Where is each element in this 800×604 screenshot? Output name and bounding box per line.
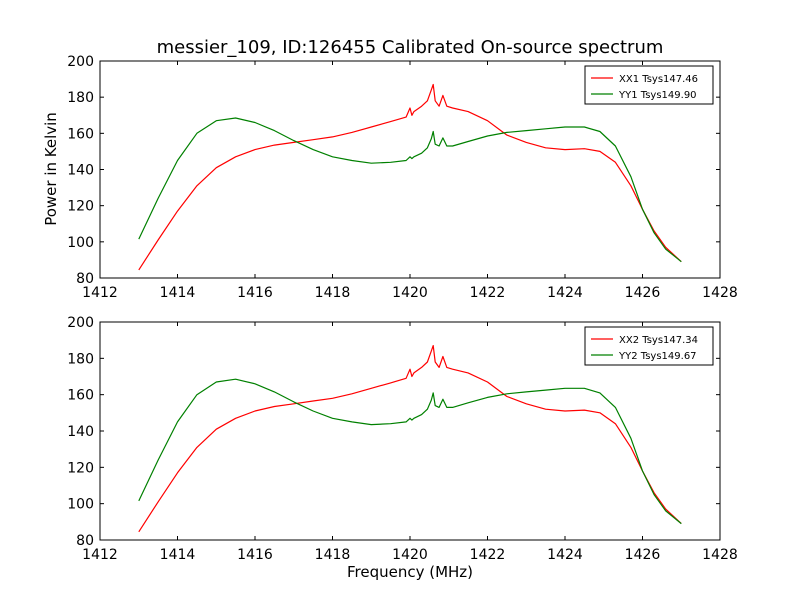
x-tick-label: 1422	[470, 547, 506, 563]
x-tick-label: 1422	[470, 285, 506, 301]
legend: XX1 Tsys147.46 YY1 Tsys149.90	[584, 65, 714, 105]
x-tick-label: 1426	[625, 547, 661, 563]
x-tick-label: 1428	[702, 285, 738, 301]
y-tick-label: 120	[67, 460, 94, 476]
x-tick-label: 1424	[547, 547, 583, 563]
series-line-1	[138, 345, 682, 533]
x-tick-label: 1412	[82, 547, 118, 563]
legend: XX2 Tsys147.34 YY2 Tsys149.67	[584, 326, 714, 366]
y-tick-label: 80	[76, 533, 94, 549]
x-tick-label: 1420	[392, 547, 428, 563]
x-tick-label: 1418	[315, 285, 351, 301]
chart-title: messier_109, ID:126455 Calibrated On-sou…	[157, 37, 664, 58]
y-tick-label: 140	[67, 424, 94, 440]
y-tick-label: 100	[67, 235, 94, 251]
legend-label-1: XX2 Tsys147.34	[619, 335, 698, 346]
x-tick-label: 1416	[237, 285, 273, 301]
legend-label-2: YY2 Tsys149.67	[618, 351, 697, 362]
series-line-2	[138, 378, 682, 525]
series-line-1	[138, 83, 682, 271]
plot-panel-1: 1412 1414 1416 1418 1420 1422 1424 1426 1428 80 10…	[67, 54, 738, 301]
y-tick-label: 160	[67, 388, 94, 404]
legend-box	[584, 326, 714, 366]
x-tick-label: 1414	[160, 285, 196, 301]
y-tick-label: 160	[67, 126, 94, 142]
x-axis-label: Frequency (MHz)	[347, 563, 473, 581]
legend-box	[584, 65, 714, 105]
x-tick-label: 1426	[625, 285, 661, 301]
y-tick-label: 140	[67, 163, 94, 179]
y-tick-label: 180	[67, 351, 94, 367]
x-tick-label: 1420	[392, 285, 428, 301]
legend-label-1: XX1 Tsys147.46	[619, 74, 698, 85]
y-tick-label: 120	[67, 199, 94, 215]
x-tick-label: 1424	[547, 285, 583, 301]
plot-panel-2: 1412 1414 1416 1418 1420 1422 1424 1426 1428 80 10…	[67, 315, 738, 563]
plot-panels: 1412 1414 1416 1418 1420 1422 1424 1426 1428 80 10…	[67, 54, 738, 563]
series-line-2	[138, 117, 682, 263]
x-tick-label: 1416	[237, 547, 273, 563]
y-tick-label: 100	[67, 497, 94, 513]
x-tick-label: 1414	[160, 547, 196, 563]
y-tick-label: 200	[67, 54, 94, 70]
y-tick-label: 200	[67, 315, 94, 331]
x-tick-label: 1412	[82, 285, 118, 301]
legend-label-2: YY1 Tsys149.90	[618, 90, 697, 101]
x-tick-label: 1418	[315, 547, 351, 563]
x-tick-label: 1428	[702, 547, 738, 563]
y-axis-label: Power in Kelvin	[42, 112, 60, 226]
y-tick-label: 180	[67, 90, 94, 106]
y-tick-label: 80	[76, 271, 94, 287]
